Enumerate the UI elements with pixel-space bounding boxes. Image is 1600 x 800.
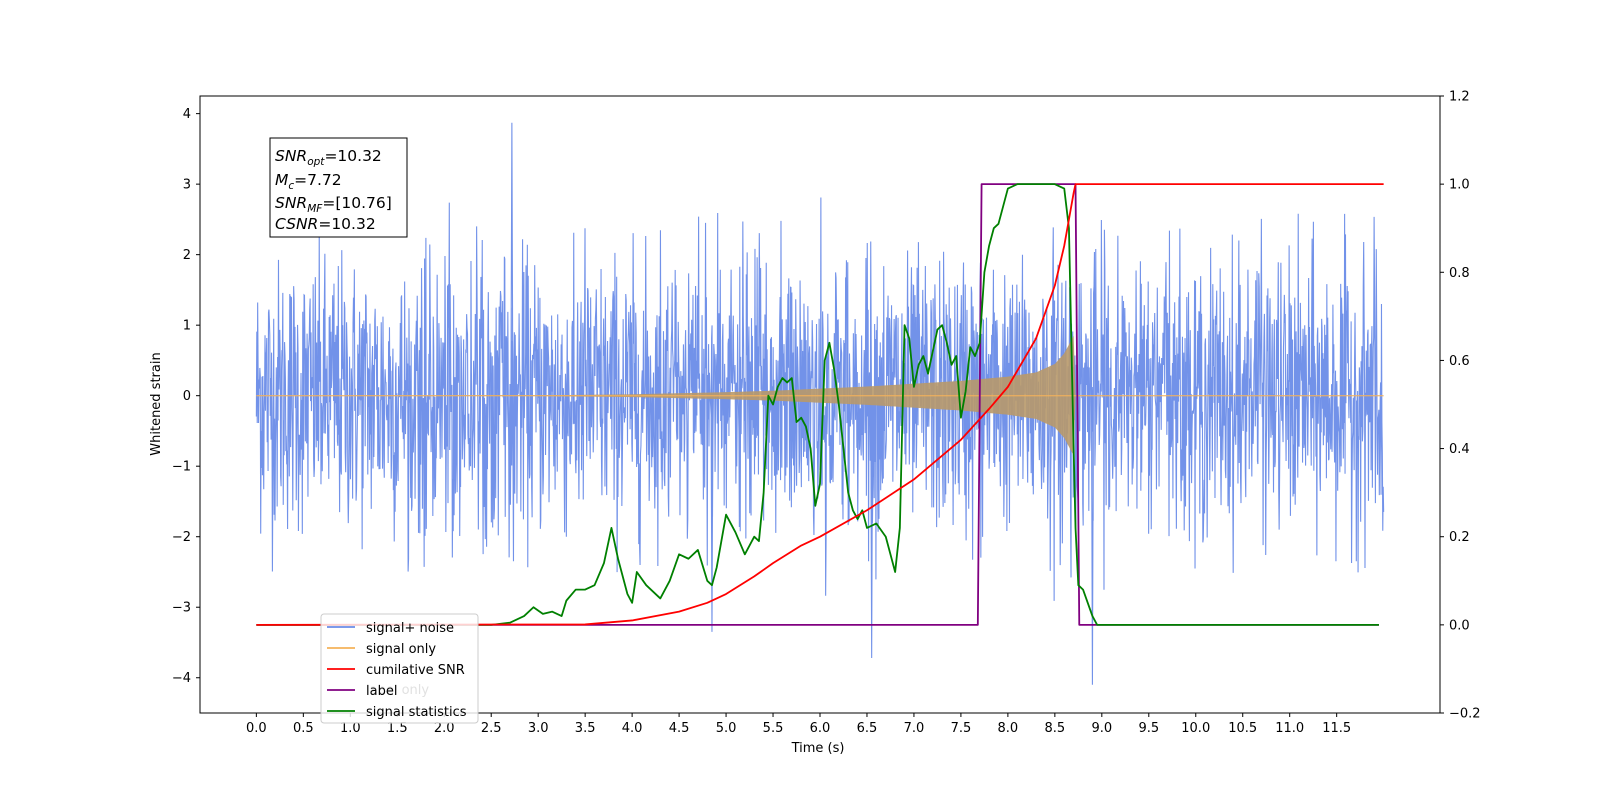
x-tick-label: 4.5	[669, 721, 690, 736]
legend-label: signal statistics	[366, 705, 467, 720]
legend: label only signal+ noise signal only cumila…	[320, 613, 479, 724]
y2-tick-label: 0.6	[1449, 354, 1470, 369]
legend-entries: label only signal+ noise signal only cumila…	[327, 621, 467, 720]
y2-axis-ticks: 1.2 1.0 0.8 0.6 0.4 0.2 0.0 −0.2	[1440, 90, 1481, 722]
series-signal-statistics	[256, 183, 1379, 626]
y-tick-label: 1	[183, 319, 191, 334]
x-tick-label: 6.0	[810, 721, 831, 736]
legend-frame	[320, 613, 479, 724]
x-tick-label: 6.5	[857, 721, 878, 736]
y-axis-ticks: 4 3 2 1 0 −1 −2 −3 −4	[172, 107, 200, 686]
x-tick-label: 10.0	[1181, 721, 1210, 736]
y2-tick-label: 0.2	[1449, 530, 1470, 545]
y2-tick-label: 0.4	[1449, 442, 1470, 457]
x-tick-label: 1.5	[387, 721, 408, 736]
x-tick-label: 2.5	[481, 721, 502, 736]
x-tick-label: 10.5	[1228, 721, 1257, 736]
annotation-line-snr-opt: SNRopt=10.32	[275, 147, 382, 168]
y-tick-label: −3	[172, 601, 191, 616]
x-tick-label: 3.0	[528, 721, 549, 736]
annotation-line-csnr: CSNR=10.32	[275, 215, 376, 233]
legend-label: label	[366, 684, 397, 699]
series-layer	[255, 122, 1385, 685]
x-tick-label: 3.5	[575, 721, 596, 736]
x-tick-label: 4.0	[622, 721, 643, 736]
series-cumulative-snr	[256, 183, 1384, 626]
y2-tick-label: 0.0	[1449, 618, 1470, 633]
x-tick-label: 5.0	[716, 721, 737, 736]
y-tick-label: 4	[183, 107, 191, 122]
x-tick-label: 8.0	[998, 721, 1019, 736]
x-tick-label: 0.0	[246, 721, 267, 736]
x-tick-label: 0.5	[293, 721, 314, 736]
y-tick-label: 3	[183, 178, 191, 193]
legend-label: cumilative SNR	[366, 663, 465, 678]
x-tick-label: 9.5	[1138, 721, 1159, 736]
y2-tick-label: 0.8	[1449, 266, 1470, 281]
stats-annotation-box: SNRopt=10.32 Mc=7.72 SNRMF=[10.76] CSNR=…	[269, 137, 408, 238]
y-tick-label: −4	[172, 671, 191, 686]
x-tick-label: 9.0	[1091, 721, 1112, 736]
x-axis-label: Time (s)	[791, 741, 845, 756]
x-tick-label: 1.0	[340, 721, 361, 736]
y2-tick-label: −0.2	[1449, 707, 1481, 722]
x-axis-ticks: 0.0 0.5 1.0 1.5 2.0 2.5 3.0 3.5 4.0 4.5 5.0 5.5 6.0 6…	[246, 713, 1351, 736]
annotation-line-snr-mf: SNRMF=[10.76]	[275, 194, 392, 215]
legend-label: signal+ noise	[366, 621, 454, 636]
x-tick-label: 11.5	[1322, 721, 1351, 736]
x-tick-label: 11.0	[1275, 721, 1304, 736]
y-tick-label: −2	[172, 530, 191, 545]
y-tick-label: −1	[172, 460, 191, 475]
x-tick-label: 8.5	[1045, 721, 1066, 736]
y2-tick-label: 1.0	[1449, 178, 1470, 193]
x-tick-label: 2.0	[434, 721, 455, 736]
annotation-frame	[269, 137, 408, 238]
legend-ghost-label: label only	[366, 683, 429, 698]
annotation-line-mc: Mc=7.72	[275, 171, 342, 192]
x-tick-label: 5.5	[763, 721, 784, 736]
legend-label: signal only	[366, 642, 436, 657]
x-tick-label: 7.0	[904, 721, 925, 736]
y-tick-label: 0	[183, 389, 191, 404]
y-tick-label: 2	[183, 248, 191, 263]
x-tick-label: 7.5	[951, 721, 972, 736]
y2-tick-label: 1.2	[1449, 90, 1470, 105]
y-axis-label: Whitened strain	[149, 352, 164, 455]
